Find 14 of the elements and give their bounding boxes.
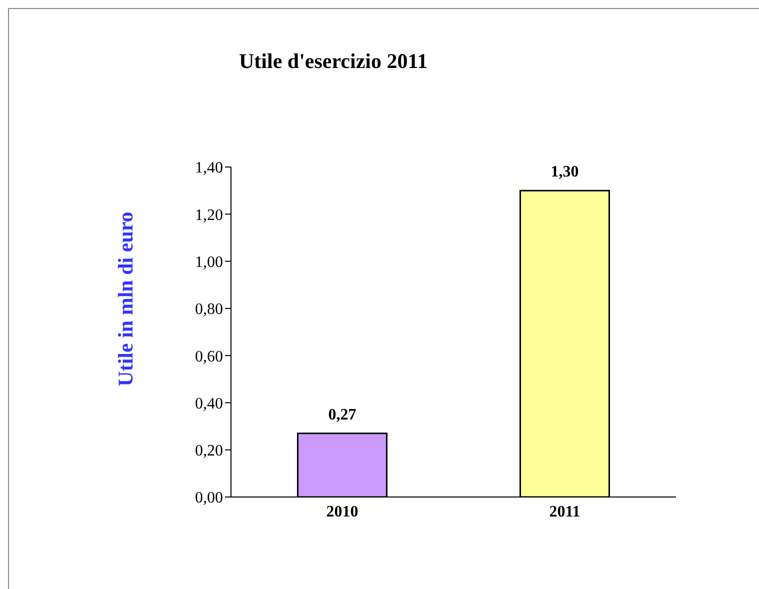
y-tick-label: 1,20 bbox=[195, 206, 223, 224]
y-tick-label: 1,00 bbox=[195, 254, 223, 271]
x-tick-label: 2010 bbox=[326, 503, 358, 520]
data-label: 0,27 bbox=[328, 406, 356, 424]
y-axis-title: Utile in mln di euro bbox=[114, 212, 138, 386]
y-tick-label: 0,20 bbox=[195, 442, 223, 460]
y-tick-label: 0,60 bbox=[195, 348, 223, 366]
x-tick-label: 2011 bbox=[549, 503, 580, 520]
data-label: 1,30 bbox=[550, 164, 579, 181]
y-tick-label: 0,80 bbox=[195, 301, 223, 318]
chart-title: Utile d'esercizio 2011 bbox=[239, 49, 428, 74]
y-tick-label: 1,40 bbox=[195, 160, 223, 177]
y-tick-label: 0,40 bbox=[195, 395, 223, 412]
y-tick-label: 0,00 bbox=[195, 490, 223, 507]
